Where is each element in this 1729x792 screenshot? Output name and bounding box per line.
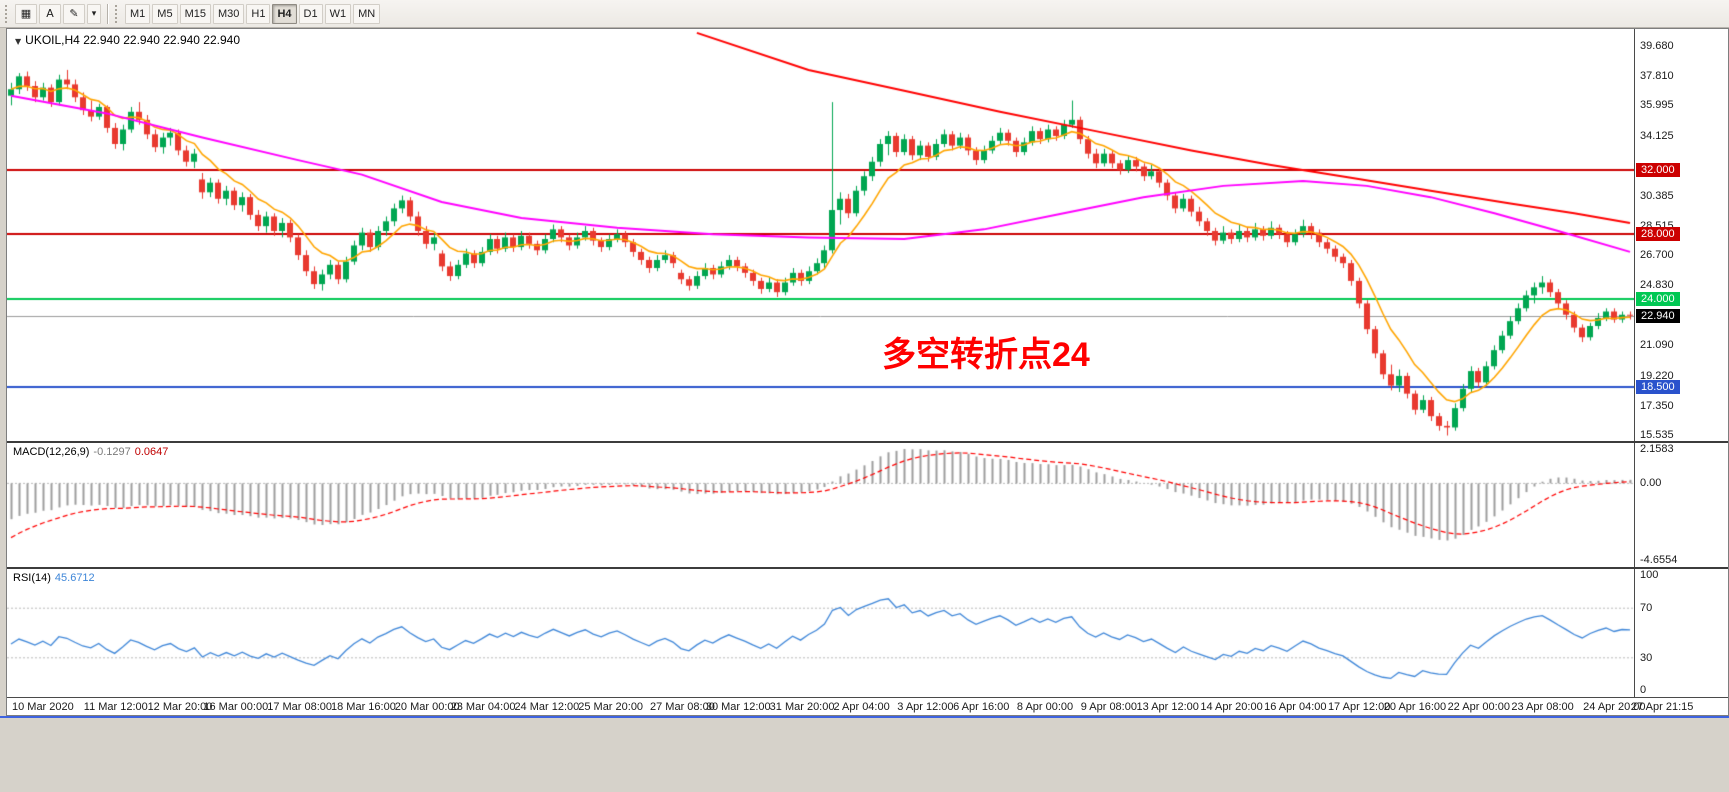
macd-canvas[interactable] [7,443,1634,567]
timeframe-button-d1[interactable]: D1 [298,3,323,24]
rsi-scale[interactable]: 100 70 30 0 [1634,569,1728,697]
price-axis-label: 30.385 [1640,189,1674,202]
time-axis-label: 12 Mar 20:00 [147,701,213,713]
draw-tool-icon[interactable]: ✎ [63,3,85,24]
time-axis-label: 18 Mar 16:00 [331,701,396,713]
time-axis-label: 14 Apr 20:00 [1200,701,1263,713]
macd-axis-label: -4.6554 [1640,554,1678,566]
timeframe-button-h1[interactable]: H1 [246,3,271,24]
text-tool-icon[interactable]: A [39,3,61,24]
rsi-axis-label: 30 [1640,651,1653,664]
price-badge: 28.000 [1636,227,1680,242]
price-axis-label: 17.350 [1640,399,1674,412]
symbol-period-label: UKOIL,H4 [25,33,80,47]
time-axis-label: 16 Apr 04:00 [1264,701,1327,713]
toolbar-grip[interactable] [115,4,120,23]
macd-axis-label: 2.1583 [1640,443,1674,455]
time-axis-label: 8 Apr 00:00 [1016,701,1074,713]
macd-name: MACD(12,26,9) [13,446,90,458]
timeframe-button-h4[interactable]: H4 [272,3,297,24]
macd-axis-label: 0.00 [1640,477,1662,490]
price-axis-label: 35.995 [1640,99,1674,112]
time-axis-label: 11 Mar 12:00 [83,701,148,713]
price-axis-label: 15.535 [1640,428,1674,441]
chevron-down-icon[interactable]: ▼ [15,37,22,46]
main-pane: ▼ UKOIL,H4 22.940 22.940 22.940 22.940 多空… [7,29,1728,441]
time-axis-label: 10 Mar 2020 [11,701,74,713]
time-axis-label: 24 Apr 20:00 [1583,701,1646,713]
timeframe-button-m1[interactable]: M1 [125,3,151,24]
chart-annotation-text[interactable]: 多空转折点24 [882,336,1090,374]
macd-scale[interactable]: 2.1583 0.00 -4.6554 [1634,443,1728,567]
rsi-label: RSI(14) 45.6712 [13,572,95,584]
macd-signal-value: 0.0647 [134,446,169,458]
time-axis-label: 2 Apr 04:00 [833,701,890,713]
time-axis-label: 24 Mar 12:00 [514,701,580,713]
bottom-separator [0,716,1729,718]
time-axis-label: 3 Apr 12:00 [897,701,954,713]
rsi-axis-label: 70 [1640,602,1653,615]
price-badge: 18.500 [1636,380,1680,395]
macd-pane: MACD(12,26,9) -0.1297 0.0647 2.1583 0.00 -4.… [7,443,1728,567]
timeframe-button-m15[interactable]: M15 [179,3,211,24]
time-axis-label: 27 Apr 21:15 [1631,701,1694,713]
rsi-canvas[interactable] [7,569,1634,697]
grid-icon[interactable]: ▦ [15,3,37,24]
price-axis-label: 21.090 [1640,339,1674,352]
time-axis-label: 6 Apr 16:00 [953,701,1010,713]
time-axis-label: 20 Mar 00:00 [394,701,460,713]
price-axis-label: 37.810 [1640,70,1674,83]
price-axis-label: 34.125 [1640,129,1674,142]
toolbar: ▦ A ✎ ▾ M1 M5 M15 M30 H1 H4 D1 W1 MN [0,0,1729,28]
time-axis-label: 16 Mar 00:00 [203,701,269,713]
timeframe-button-mn[interactable]: MN [353,3,381,24]
price-axis-label: 39.680 [1640,40,1674,53]
rsi-value: 45.6712 [54,572,95,584]
time-axis-label: 31 Mar 20:00 [769,701,835,713]
price-badge: 22.940 [1636,308,1680,323]
rsi-name: RSI(14) [13,572,51,584]
timeframe-button-w1[interactable]: W1 [324,3,352,24]
time-axis-label: 25 Mar 20:00 [578,701,644,713]
time-axis-label: 22 Apr 00:00 [1447,701,1510,713]
price-badge: 24.000 [1636,291,1680,306]
price-axis-label: 19.220 [1640,369,1674,382]
price-badge: 32.000 [1636,162,1680,177]
timeframe-button-m5[interactable]: M5 [152,3,178,24]
macd-main-value: -0.1297 [93,446,131,458]
time-axis-label: 23 Mar 04:00 [450,701,516,713]
time-axis-label: 17 Mar 08:00 [267,701,333,713]
time-axis-label: 13 Apr 12:00 [1136,701,1199,713]
time-axis-label: 9 Apr 08:00 [1080,701,1137,713]
chevron-down-icon[interactable]: ▾ [87,3,101,24]
panel-divider-macd[interactable] [7,441,1728,443]
toolbar-separator [107,3,108,24]
chart-title: ▼ UKOIL,H4 22.940 22.940 22.940 22.940 [15,33,240,47]
main-chart-canvas[interactable] [7,29,1634,441]
panel-divider-rsi[interactable] [7,567,1728,569]
macd-label: MACD(12,26,9) -0.1297 0.0647 [13,446,168,458]
rsi-pane: RSI(14) 45.6712 100 70 30 0 [7,569,1728,697]
price-axis-label: 26.700 [1640,249,1674,262]
time-axis-label: 30 Mar 12:00 [705,701,771,713]
time-axis[interactable]: 10 Mar 2020 11 Mar 12:00 12 Mar 20:00 16 Ma… [7,697,1728,715]
chart-window: ▼ UKOIL,H4 22.940 22.940 22.940 22.940 多空… [6,28,1729,716]
rsi-axis-label: 0 [1640,684,1647,696]
time-axis-label: 20 Apr 16:00 [1383,701,1447,713]
ohlc-values: 22.940 22.940 22.940 22.940 [83,33,241,47]
price-axis-label: 24.830 [1640,279,1674,292]
time-axis-label: 27 Mar 08:00 [650,701,715,713]
timeframe-button-m30[interactable]: M30 [212,3,245,24]
price-scale[interactable]: 39.680 37.810 35.995 34.125 30.385 28.515 26.7… [1634,29,1728,441]
toolbar-grip[interactable] [5,4,10,23]
rsi-axis-label: 100 [1640,569,1659,581]
time-axis-label: 23 Apr 08:00 [1511,701,1574,713]
time-axis-label: 17 Apr 12:00 [1327,701,1391,713]
